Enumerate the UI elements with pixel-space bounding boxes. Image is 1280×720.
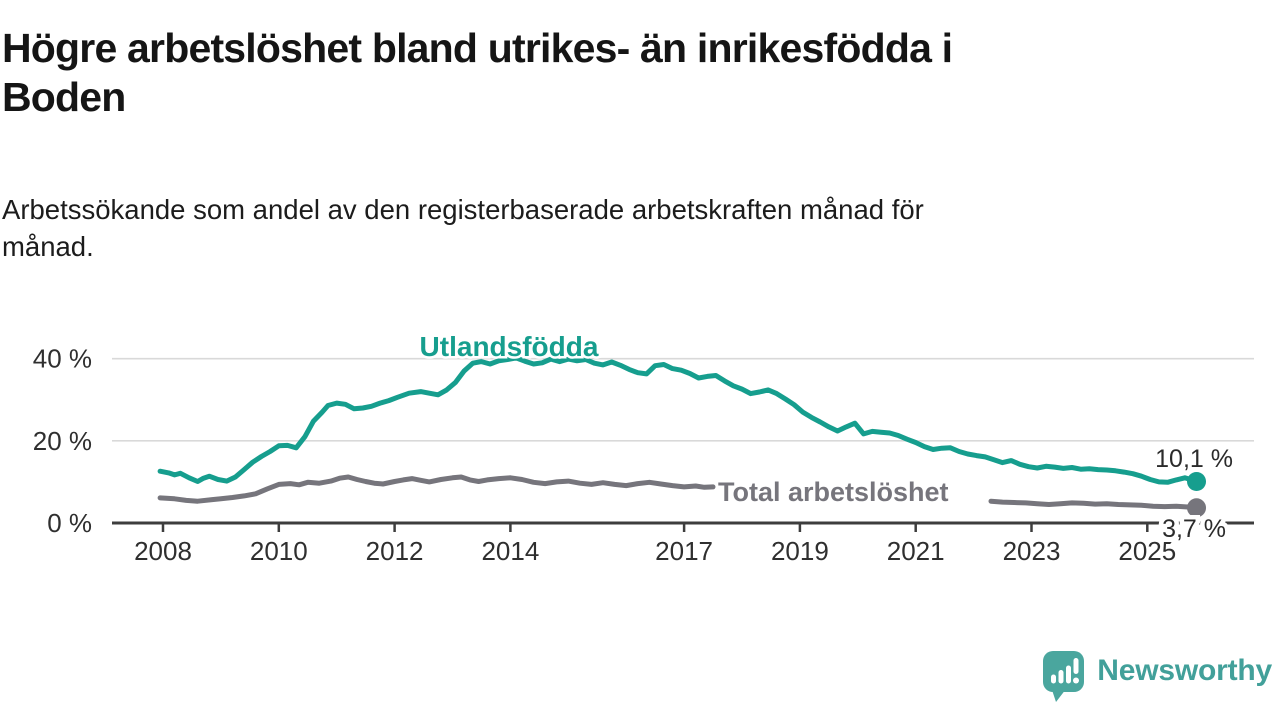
series-line-1-seg-1 — [988, 498, 1199, 511]
x-tick-label-2014: 2014 — [481, 536, 539, 566]
x-tick-label-2008: 2008 — [134, 536, 192, 566]
y-tick-label-40: 40 % — [33, 344, 92, 374]
series-line-1-seg-0 — [157, 474, 716, 504]
y-tick-label-20: 20 % — [33, 426, 92, 456]
page-subtitle-line1: Arbetssökande som andel av den registerb… — [2, 194, 924, 225]
series-line-0-seg-0 — [157, 355, 1199, 485]
x-tick-label-2025: 2025 — [1118, 536, 1176, 566]
x-tick-label-2023: 2023 — [1003, 536, 1061, 566]
y-tick-label-0: 0 % — [47, 508, 92, 538]
page-title-line2: Boden — [2, 74, 126, 121]
page-title-line1: Högre arbetslöshet bland utrikes- än inr… — [2, 25, 953, 71]
x-tick-label-2021: 2021 — [887, 536, 945, 566]
x-tick-label-2012: 2012 — [366, 536, 424, 566]
series-end-dot-0 — [1187, 472, 1207, 492]
newsworthy-logo-text: Newsworthy — [1097, 654, 1272, 687]
x-tick-label-2019: 2019 — [771, 536, 829, 566]
series-end-dot-1 — [1187, 498, 1207, 518]
x-tick-label-2010: 2010 — [250, 536, 308, 566]
page-title: Högre arbetslöshet bland utrikes- än inr… — [2, 24, 1212, 122]
page-subtitle: Arbetssökande som andel av den registerb… — [2, 192, 1212, 265]
series-end-value-0: 10,1 % — [1155, 445, 1233, 473]
series-label-0: Utlandsfödda — [420, 331, 599, 362]
page-subtitle-line2: månad. — [2, 230, 94, 262]
series-label-1: Total arbetslöshet — [718, 477, 949, 507]
series-end-value-1: 3,7 % — [1162, 515, 1226, 543]
newsworthy-logo: Newsworthy — [1041, 645, 1272, 707]
newsworthy-logo-icon — [1043, 651, 1085, 702]
x-tick-label-2017: 2017 — [655, 536, 713, 566]
